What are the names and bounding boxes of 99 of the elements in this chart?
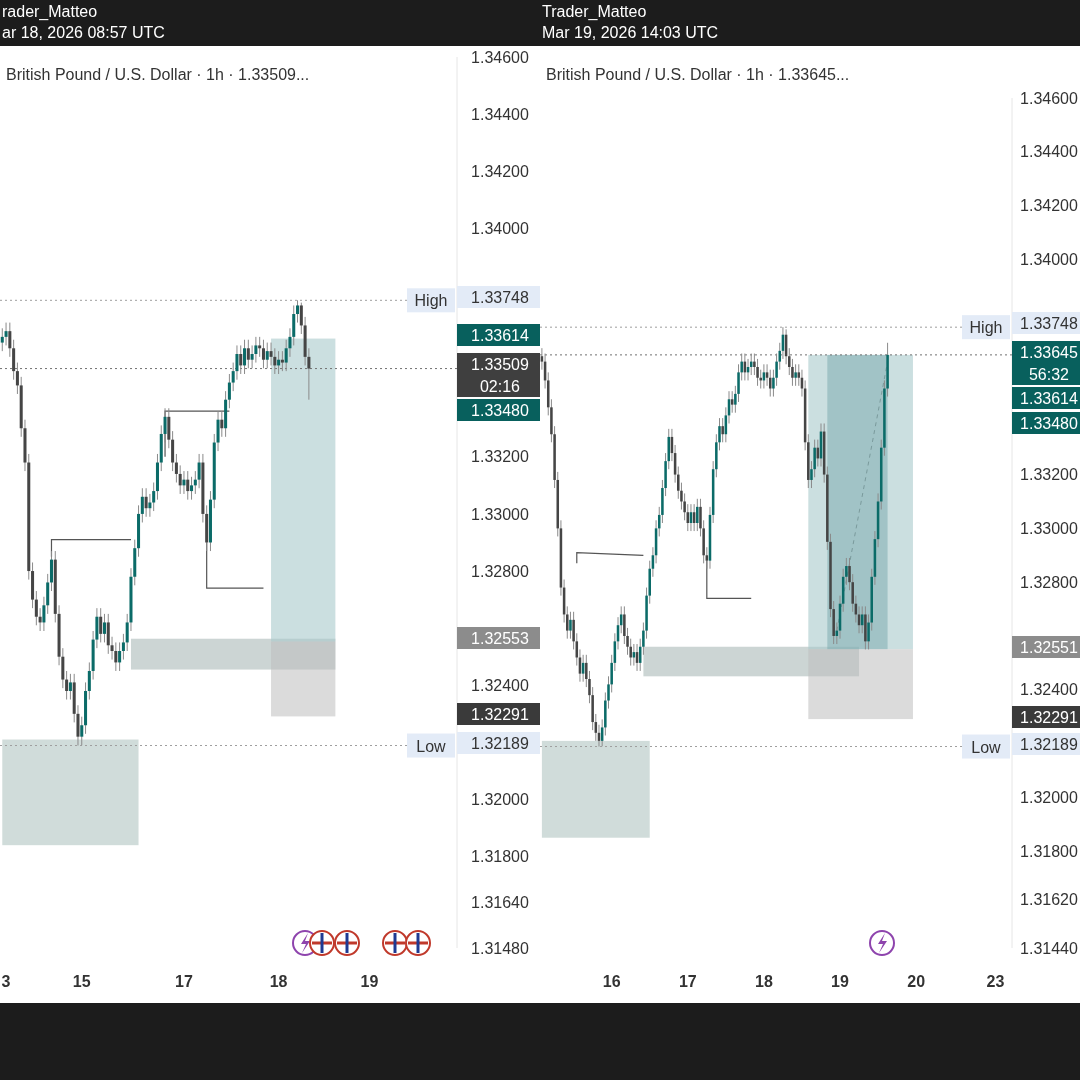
y-tick-label: 1.31620 — [1020, 891, 1079, 909]
candlestick — [15, 362, 19, 395]
y-tick-label: 1.32000 — [471, 791, 530, 809]
candlestick — [167, 407, 171, 449]
text: 1.33480 — [1020, 415, 1079, 432]
candlestick — [794, 363, 797, 387]
x-tick-label: 17 — [175, 973, 193, 991]
candlestick — [258, 336, 262, 358]
candlestick — [190, 476, 194, 501]
candlestick — [756, 358, 759, 387]
candlestick — [68, 673, 72, 701]
y-tick-label: 1.34400 — [471, 105, 530, 123]
candlestick — [273, 347, 277, 375]
candlestick — [144, 487, 148, 518]
text: 1.33748 — [471, 289, 530, 306]
candlestick — [243, 339, 247, 375]
candlestick — [102, 613, 106, 643]
x-tick-label: 19 — [360, 973, 379, 991]
text: 1.33480 — [471, 402, 530, 419]
candlestick — [12, 339, 16, 381]
text: 1.33509 — [471, 356, 530, 373]
y-tick-label: 1.34200 — [1020, 197, 1079, 215]
y-tick-label: 1.34000 — [471, 219, 530, 237]
text: 1.33614 — [1020, 390, 1079, 407]
candlestick — [8, 322, 12, 358]
candlestick — [80, 716, 84, 746]
text: 1.32291 — [471, 706, 530, 723]
y-tick-label: 1.32800 — [1020, 573, 1079, 591]
x-tick-label: 3 — [1, 973, 11, 991]
text: 1.33645 — [1020, 344, 1079, 361]
chart-title: British Pound / U.S. Dollar · 1h · 1.33645... — [546, 66, 850, 83]
y-tick-label: 1.31800 — [1020, 842, 1079, 860]
y-tick-label: 1.34200 — [471, 162, 530, 180]
y-tick-label: 1.33000 — [1020, 520, 1079, 537]
candlestick — [296, 299, 300, 324]
y-tick-label: 1.32000 — [1020, 788, 1079, 806]
y-tick-label: 1.34600 — [471, 48, 530, 66]
y-tick-label: 1.31440 — [1020, 939, 1079, 957]
ref-line-label: Low — [416, 737, 447, 755]
ref-line-label: Low — [971, 738, 1002, 756]
candlestick — [265, 342, 269, 369]
candlestick — [4, 322, 8, 346]
text: 1.33614 — [471, 327, 530, 344]
candlestick — [696, 498, 699, 532]
y-tick-label: 1.31640 — [471, 893, 530, 911]
text: 1.33748 — [1020, 315, 1079, 332]
candlestick — [246, 339, 250, 369]
text: 56:32 — [1028, 366, 1070, 383]
candlestick — [227, 373, 231, 409]
y-tick-label: 1.33200 — [1020, 466, 1079, 484]
x-tick-label: 18 — [269, 973, 288, 991]
candlestick — [280, 350, 284, 372]
candlestick — [118, 641, 122, 672]
candlestick — [220, 410, 224, 438]
chart-subtitle: Trader_Matteo Mar 19, 2026 14:03 UTC — [542, 3, 719, 41]
candlestick — [140, 487, 144, 523]
x-tick-label: 16 — [602, 973, 621, 991]
candlestick — [186, 470, 190, 501]
ref-line-label: High — [969, 319, 1003, 337]
x-tick-label: 20 — [907, 973, 926, 991]
y-tick-label: 1.32800 — [471, 562, 530, 580]
candlestick — [197, 453, 201, 489]
text: 1.32553 — [471, 630, 530, 647]
candlestick — [569, 611, 572, 640]
x-tick-label: 18 — [755, 973, 773, 991]
candlestick — [65, 670, 69, 701]
text: 1.32551 — [1020, 639, 1079, 656]
y-tick-label: 1.34400 — [1020, 143, 1079, 161]
candlestick — [49, 550, 53, 592]
y-tick-label: 1.31480 — [471, 939, 530, 957]
text: 02:16 — [479, 378, 521, 395]
text: British Pound / U.S. Dollar · 1h · 1.33509... — [6, 66, 310, 83]
y-tick-label: 1.32400 — [1020, 681, 1079, 699]
candlestick — [121, 633, 125, 661]
y-tick-label: 1.34600 — [1020, 89, 1079, 107]
candlestick — [171, 430, 175, 472]
ref-line-label: High — [414, 292, 448, 310]
text: 1.32189 — [471, 735, 530, 752]
candlestick — [178, 464, 182, 495]
candlestick — [174, 453, 178, 484]
candlestick — [261, 339, 265, 369]
x-tick-label: 23 — [986, 973, 1005, 991]
candlestick — [254, 336, 258, 364]
x-tick-label: 17 — [678, 973, 697, 991]
y-tick-label: 1.33200 — [471, 448, 530, 466]
candlestick — [114, 641, 118, 672]
candlestick — [721, 417, 724, 443]
candlestick — [239, 344, 243, 375]
candlestick — [99, 607, 103, 643]
candlestick — [0, 327, 4, 352]
text: 1.32291 — [1020, 709, 1079, 726]
text: 1.32189 — [1020, 736, 1079, 753]
x-tick-label: 15 — [72, 973, 91, 991]
x-tick-label: 19 — [831, 973, 850, 991]
y-tick-label: 1.31800 — [471, 848, 530, 866]
y-tick-label: 1.34000 — [1020, 251, 1079, 269]
chart-subtitle: rader_Matteo ar 18, 2026 08:57 UTC — [2, 3, 165, 41]
y-tick-label: 1.33000 — [471, 505, 530, 523]
y-tick-label: 1.32400 — [471, 676, 530, 694]
